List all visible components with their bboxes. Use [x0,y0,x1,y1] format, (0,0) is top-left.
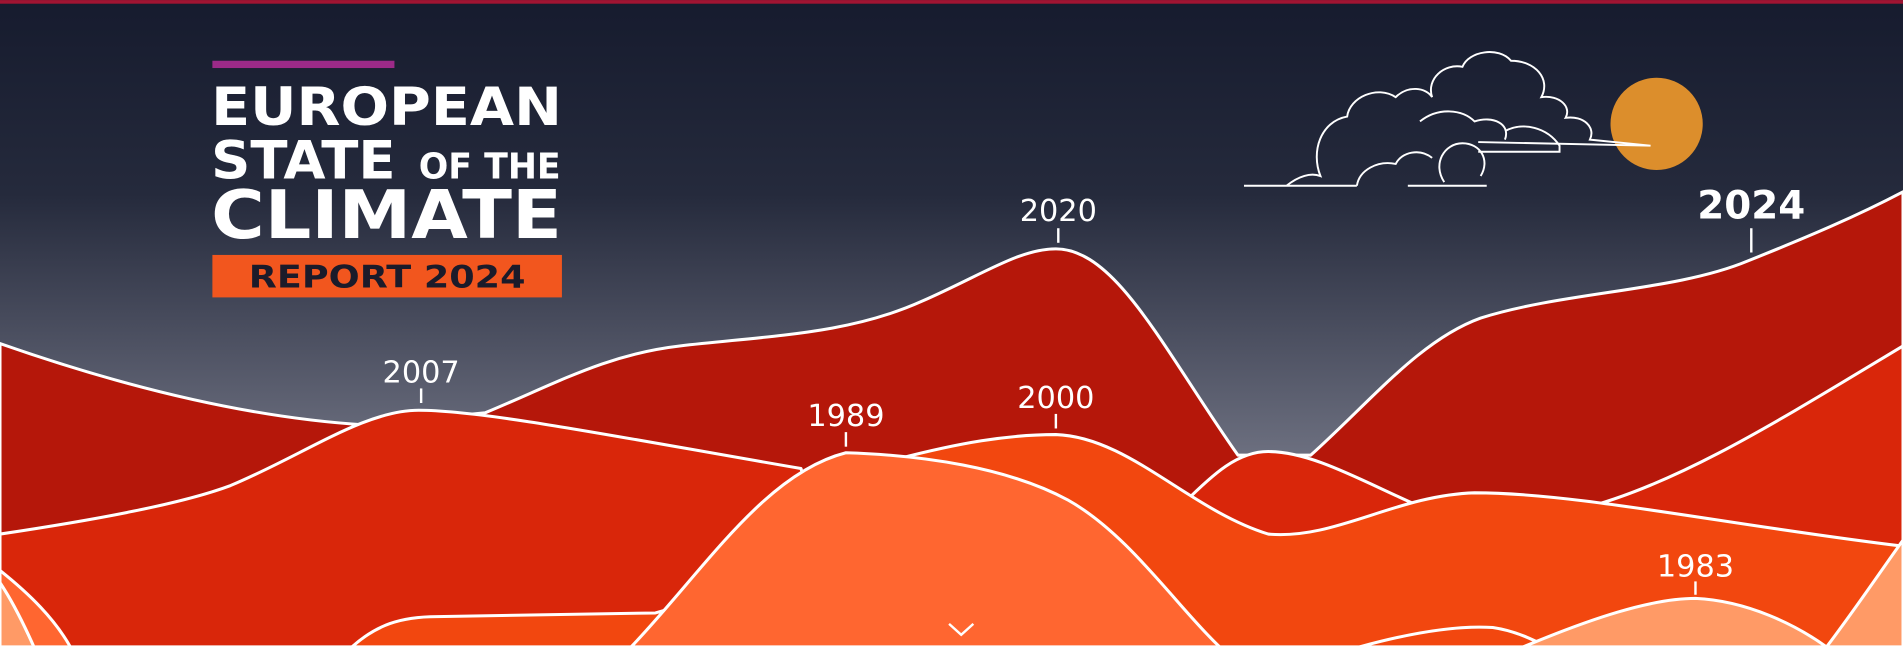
cloud [1243,51,1651,187]
year-label: 2000 [1017,381,1094,416]
hill [1521,596,1829,647]
logo-line: EUROPEAN [211,78,562,138]
logo-accent [212,60,395,69]
scroll-indicator[interactable] [948,622,975,637]
logo-badge-text: REPORT 2024 [249,260,526,296]
year-label: 2007 [383,355,460,390]
logo: EUROPEAN STATE OF THE CLIMATE [211,78,562,254]
hill [0,408,852,647]
logo-badge [212,254,562,298]
logo-line: STATE [211,131,395,191]
year-label: 2024 [1697,184,1805,229]
year-label: 2020 [1020,194,1097,229]
logo-line: OF THE [419,146,561,187]
hill [629,451,1222,647]
sun [1610,77,1703,170]
top-stripe [0,0,1903,4]
logo-line: CLIMATE [211,176,562,254]
year-label: 1989 [807,399,884,434]
year-label: 1983 [1657,550,1734,585]
